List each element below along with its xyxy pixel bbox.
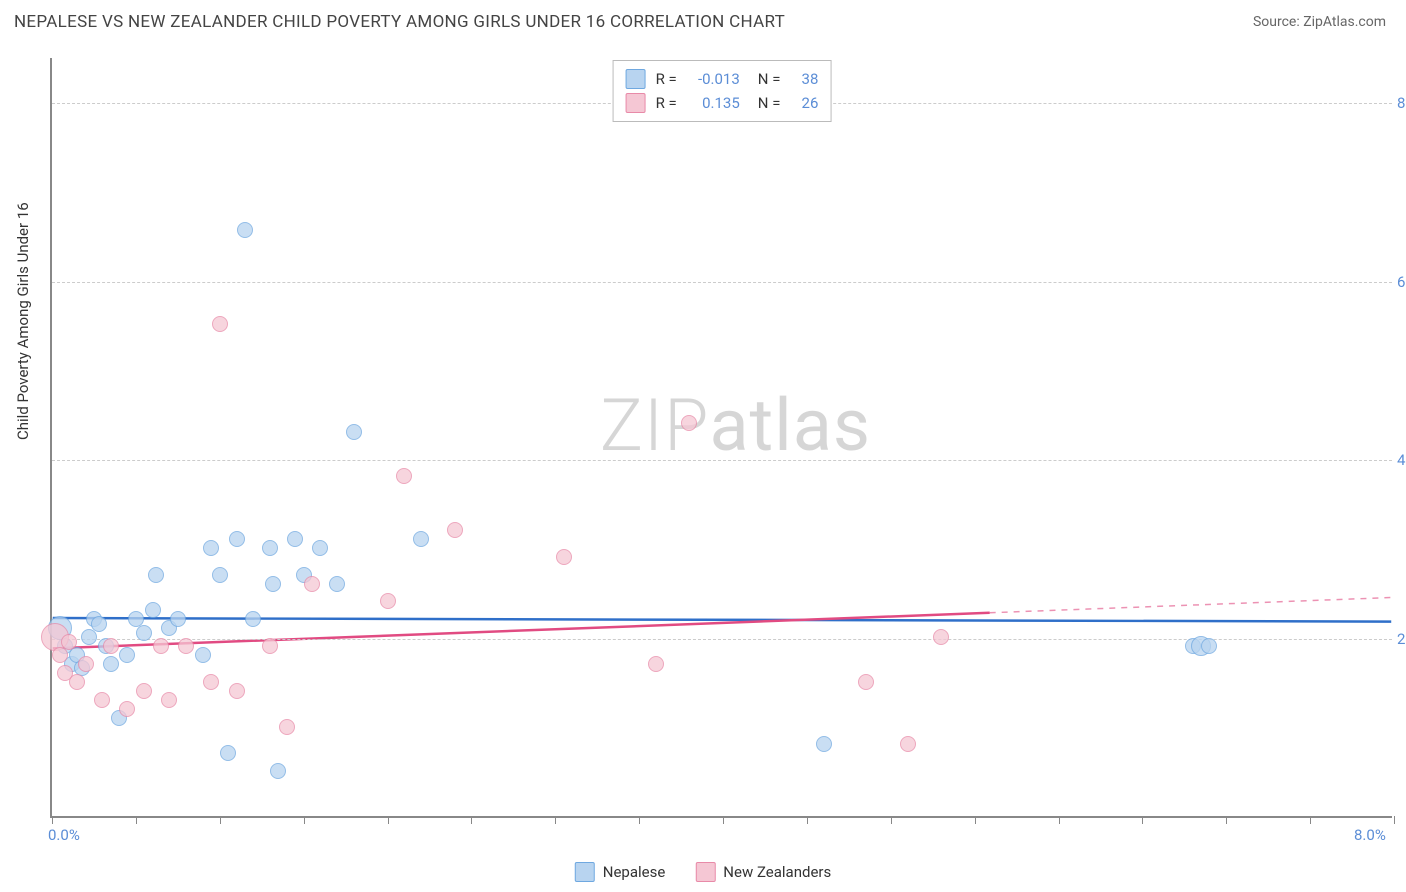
data-point xyxy=(346,424,362,440)
swatch-nepalese-icon xyxy=(575,862,595,882)
data-point xyxy=(103,638,119,654)
y-tick-label: 80.0% xyxy=(1397,94,1406,112)
data-point xyxy=(203,674,219,690)
data-point xyxy=(136,625,152,641)
x-tick-mark xyxy=(52,816,53,824)
data-point xyxy=(212,567,228,583)
x-tick-mark xyxy=(1226,816,1227,824)
chart-source: Source: ZipAtlas.com xyxy=(1253,14,1386,30)
data-point xyxy=(270,763,286,779)
data-point xyxy=(81,629,97,645)
data-point xyxy=(648,656,664,672)
data-point xyxy=(447,522,463,538)
data-point xyxy=(229,683,245,699)
x-tick-mark xyxy=(1310,816,1311,824)
data-point xyxy=(78,656,94,672)
x-tick-mark xyxy=(639,816,640,824)
data-point xyxy=(161,692,177,708)
gridline xyxy=(52,282,1392,283)
x-tick-mark xyxy=(807,816,808,824)
legend-item-nepalese: Nepalese xyxy=(575,862,666,882)
data-point xyxy=(69,674,85,690)
data-point xyxy=(1201,638,1217,654)
x-tick-mark xyxy=(304,816,305,824)
swatch-nepalese xyxy=(626,69,646,89)
data-point xyxy=(933,629,949,645)
data-point xyxy=(245,611,261,627)
data-point xyxy=(229,531,245,547)
data-point xyxy=(153,638,169,654)
data-point xyxy=(279,719,295,735)
x-tick-mark xyxy=(891,816,892,824)
y-tick-label: 60.0% xyxy=(1397,273,1406,291)
swatch-newzealanders xyxy=(626,93,646,113)
trend-lines xyxy=(52,58,1392,816)
data-point xyxy=(396,468,412,484)
y-tick-label: 20.0% xyxy=(1397,630,1406,648)
data-point xyxy=(858,674,874,690)
x-tick-mark xyxy=(555,816,556,824)
data-point xyxy=(287,531,303,547)
data-point xyxy=(145,602,161,618)
series-legend: Nepalese New Zealanders xyxy=(575,862,831,882)
legend-row-newzealanders: R = 0.135 N = 26 xyxy=(626,91,819,115)
data-point xyxy=(91,616,107,632)
watermark: ZIPatlas xyxy=(600,383,871,468)
data-point xyxy=(170,611,186,627)
data-point xyxy=(103,656,119,672)
data-point xyxy=(304,576,320,592)
legend-item-newzealanders: New Zealanders xyxy=(695,862,831,882)
y-axis-label: Child Poverty Among Girls Under 16 xyxy=(14,202,32,440)
data-point xyxy=(119,701,135,717)
data-point xyxy=(329,576,345,592)
chart-title: NEPALESE VS NEW ZEALANDER CHILD POVERTY … xyxy=(14,12,785,32)
data-point xyxy=(413,531,429,547)
data-point xyxy=(312,540,328,556)
data-point xyxy=(262,638,278,654)
data-point xyxy=(556,549,572,565)
x-tick-mark xyxy=(220,816,221,824)
correlation-legend: R = -0.013 N = 38 R = 0.135 N = 26 xyxy=(613,60,832,122)
x-tick-label: 0.0% xyxy=(48,826,80,844)
x-tick-mark xyxy=(471,816,472,824)
scatter-chart: R = -0.013 N = 38 R = 0.135 N = 26 ZIPat… xyxy=(50,58,1392,818)
data-point xyxy=(380,593,396,609)
x-tick-mark xyxy=(1059,816,1060,824)
x-tick-mark xyxy=(1394,816,1395,824)
x-tick-label: 8.0% xyxy=(1354,826,1386,844)
data-point xyxy=(237,222,253,238)
x-tick-mark xyxy=(136,816,137,824)
data-point xyxy=(195,647,211,663)
data-point xyxy=(212,316,228,332)
legend-row-nepalese: R = -0.013 N = 38 xyxy=(626,67,819,91)
chart-header: NEPALESE VS NEW ZEALANDER CHILD POVERTY … xyxy=(0,0,1406,38)
gridline xyxy=(52,460,1392,461)
x-tick-mark xyxy=(1142,816,1143,824)
data-point xyxy=(148,567,164,583)
data-point xyxy=(900,736,916,752)
x-tick-mark xyxy=(388,816,389,824)
data-point xyxy=(816,736,832,752)
data-point xyxy=(94,692,110,708)
data-point xyxy=(220,745,236,761)
y-tick-label: 40.0% xyxy=(1397,451,1406,469)
data-point xyxy=(52,647,68,663)
data-point xyxy=(178,638,194,654)
data-point xyxy=(262,540,278,556)
data-point xyxy=(681,415,697,431)
data-point xyxy=(265,576,281,592)
data-point xyxy=(119,647,135,663)
data-point xyxy=(136,683,152,699)
x-tick-mark xyxy=(723,816,724,824)
x-tick-mark xyxy=(975,816,976,824)
data-point xyxy=(203,540,219,556)
data-point xyxy=(61,634,77,650)
swatch-newzealanders-icon xyxy=(695,862,715,882)
